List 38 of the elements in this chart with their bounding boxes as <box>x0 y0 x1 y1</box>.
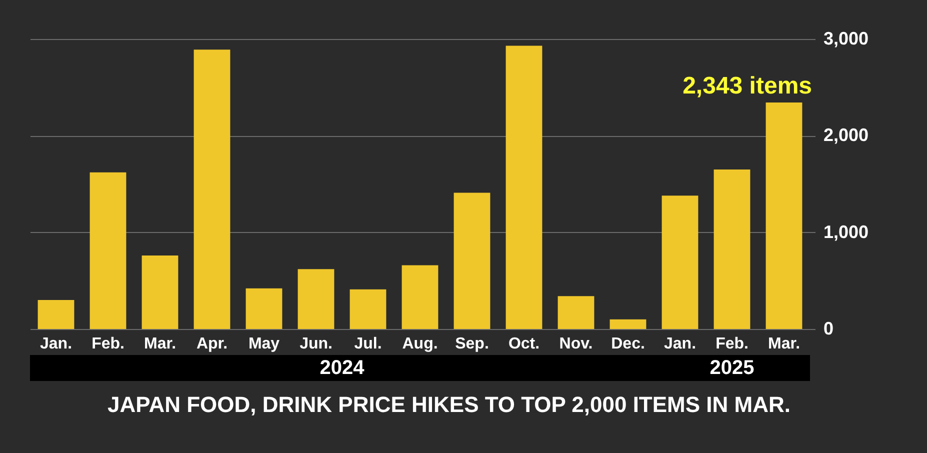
bar <box>714 170 750 329</box>
bar <box>662 196 698 329</box>
x-tick-label: Apr. <box>196 336 228 352</box>
x-tick-label: Mar. <box>768 336 800 352</box>
text: JAPAN FOOD, DRINK PRICE HIKES TO TOP 2,000 ITEMS IN MAR. <box>108 392 790 417</box>
bar <box>506 46 542 329</box>
x-tick-label: Feb. <box>92 336 124 352</box>
y-tick-label: 0 <box>824 318 834 338</box>
x-tick-label: Oct. <box>508 336 540 352</box>
bar <box>90 172 126 329</box>
x-tick-label: Jan. <box>40 336 72 352</box>
y-tick-label: 1,000 <box>824 222 869 242</box>
y-tick-label: 2,000 <box>824 125 869 146</box>
bar <box>246 288 282 329</box>
x-tick-label: Nov. <box>559 336 593 352</box>
x-tick-label: Jan. <box>664 336 696 352</box>
bar <box>38 300 74 329</box>
bar <box>766 102 802 329</box>
x-tick-label: Jun. <box>300 336 332 352</box>
text: 2024 <box>320 357 366 379</box>
bar <box>610 319 646 329</box>
x-tick-label: Jul. <box>354 336 382 352</box>
x-tick-label: Mar. <box>144 336 176 352</box>
bar <box>454 192 490 329</box>
bar <box>142 256 178 329</box>
x-tick-label: Dec. <box>611 336 645 352</box>
x-tick-label: May <box>248 336 280 352</box>
x-tick-label: Sep. <box>455 336 489 352</box>
bar <box>558 296 594 329</box>
bar <box>298 269 334 329</box>
y-tick-label: 3,000 <box>824 28 869 48</box>
bar <box>402 265 438 329</box>
text: 2025 <box>710 357 754 379</box>
x-tick-label: Feb. <box>716 336 748 352</box>
x-tick-label: Aug. <box>402 336 438 352</box>
data-label: 2,343 items <box>682 72 812 100</box>
bar <box>350 289 386 329</box>
bar <box>194 50 230 329</box>
